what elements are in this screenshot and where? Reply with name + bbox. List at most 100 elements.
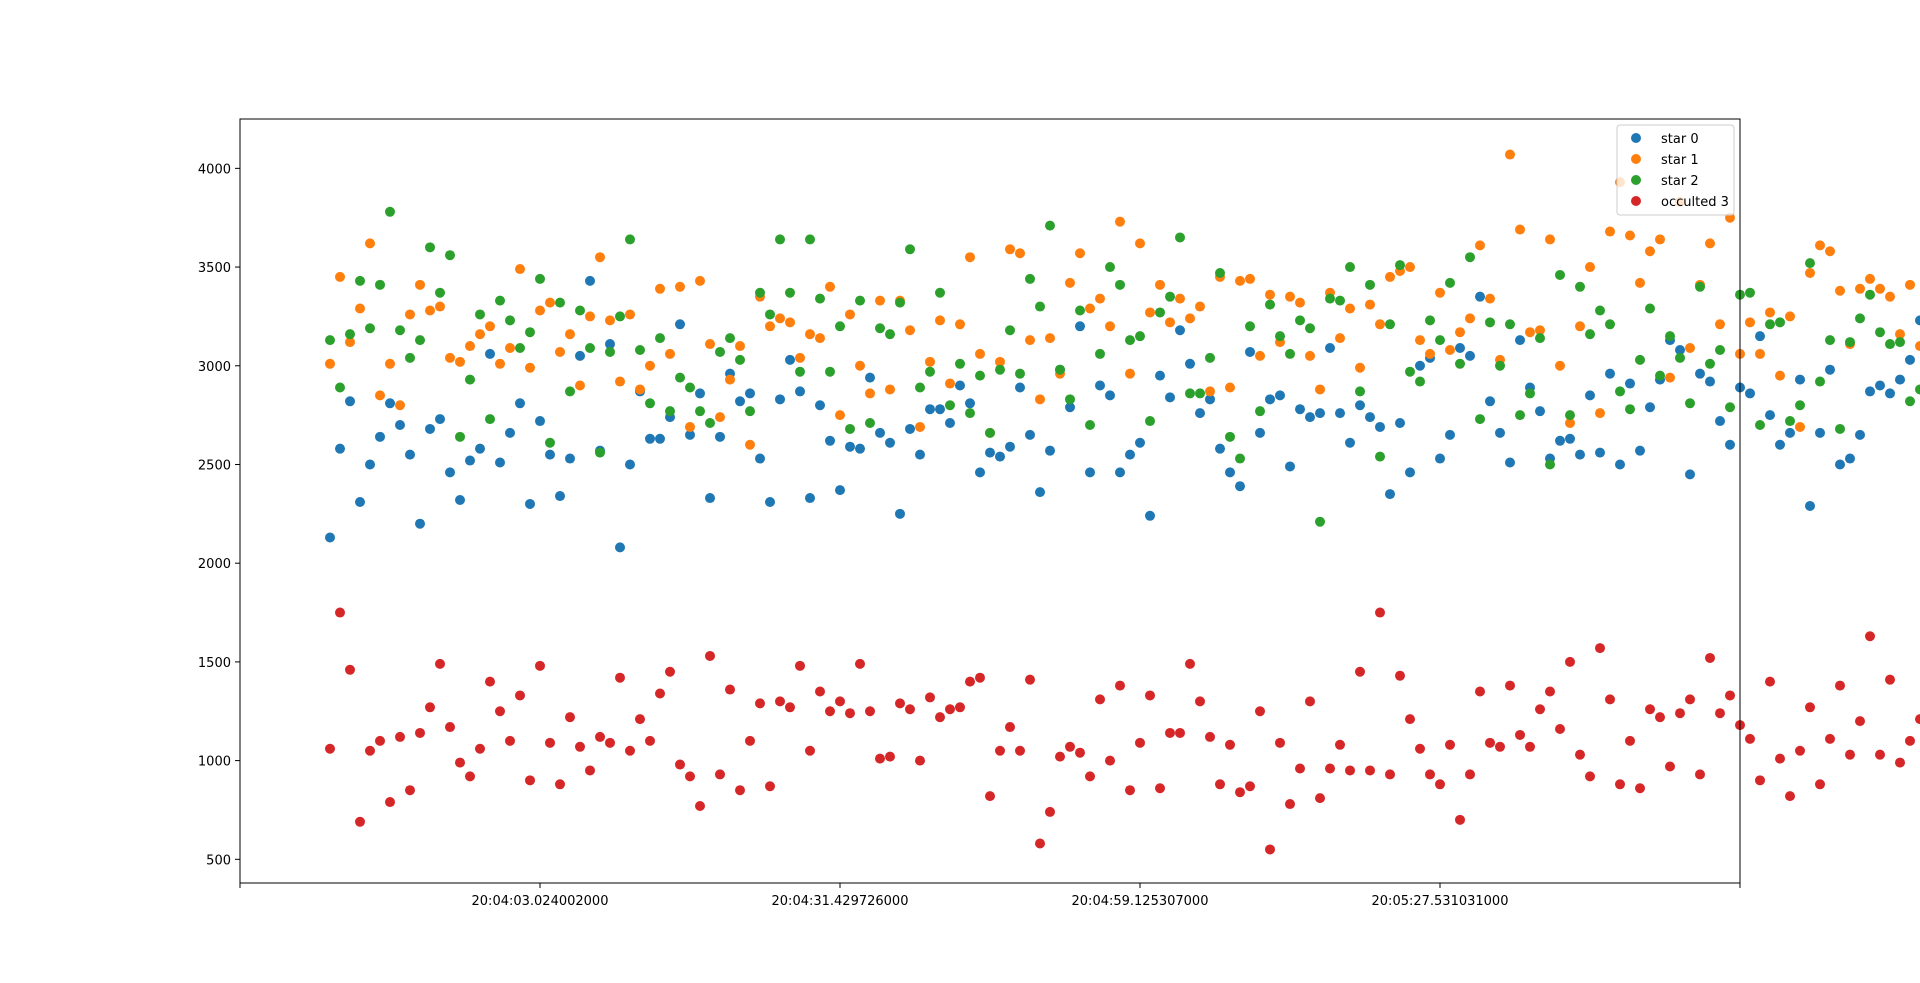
point-series-1-58 (905, 325, 915, 336)
point-series-0-52 (845, 441, 855, 452)
point-series-3-46 (785, 702, 795, 713)
point-series-2-65 (975, 370, 985, 381)
point-series-0-61 (935, 404, 945, 415)
point-series-3-97 (1295, 763, 1305, 774)
point-series-3-0 (325, 743, 335, 754)
point-series-3-157 (1895, 757, 1905, 768)
point-series-0-71 (1035, 487, 1045, 498)
point-series-0-53 (855, 443, 865, 454)
point-series-3-18 (505, 735, 515, 746)
point-series-1-102 (1345, 303, 1355, 314)
point-series-1-143 (1755, 348, 1765, 359)
point-series-2-146 (1785, 416, 1795, 427)
point-series-0-136 (1685, 469, 1695, 480)
point-series-1-50 (825, 281, 835, 292)
point-series-3-36 (685, 771, 695, 782)
point-series-1-25 (575, 380, 585, 391)
point-series-3-151 (1835, 680, 1845, 691)
point-series-1-40 (725, 374, 735, 385)
point-series-0-103 (1355, 400, 1365, 411)
point-series-3-58 (905, 704, 915, 715)
point-series-3-139 (1715, 708, 1725, 719)
point-series-0-30 (625, 459, 635, 470)
point-series-0-18 (505, 427, 515, 438)
point-series-1-8 (405, 309, 415, 320)
point-series-1-64 (965, 252, 975, 263)
point-series-2-48 (805, 234, 815, 245)
point-series-1-31 (635, 384, 645, 395)
point-series-0-63 (955, 380, 965, 391)
point-series-2-34 (665, 406, 675, 417)
point-series-2-94 (1265, 299, 1275, 310)
point-series-1-113 (1455, 327, 1465, 338)
point-series-1-71 (1035, 394, 1045, 405)
point-series-0-39 (715, 431, 725, 442)
point-series-1-85 (1175, 293, 1185, 304)
point-series-2-15 (475, 309, 485, 320)
point-series-0-25 (575, 350, 585, 361)
point-series-1-68 (1005, 244, 1015, 255)
point-series-0-140 (1725, 439, 1735, 450)
point-series-0-21 (535, 416, 545, 427)
point-series-2-33 (655, 333, 665, 344)
point-series-1-26 (585, 311, 595, 322)
point-series-1-55 (875, 295, 885, 306)
point-series-0-36 (685, 429, 695, 440)
point-series-1-16 (485, 321, 495, 332)
point-series-2-63 (955, 358, 965, 369)
point-series-3-108 (1405, 714, 1415, 725)
point-series-3-74 (1065, 741, 1075, 752)
point-series-2-32 (645, 398, 655, 409)
legend-label-3: occulted 3 (1661, 195, 1729, 210)
point-series-0-13 (455, 495, 465, 506)
point-series-2-138 (1705, 358, 1715, 369)
point-series-1-93 (1255, 350, 1265, 361)
point-series-3-3 (355, 816, 365, 827)
point-series-1-157 (1895, 329, 1905, 340)
point-series-0-123 (1555, 435, 1565, 446)
point-series-1-0 (325, 358, 335, 369)
point-series-1-17 (495, 358, 505, 369)
point-series-0-76 (1085, 467, 1095, 478)
point-series-3-112 (1445, 739, 1455, 750)
point-series-2-109 (1415, 376, 1425, 387)
point-series-2-31 (635, 344, 645, 355)
point-series-1-12 (445, 352, 455, 363)
point-series-1-79 (1115, 216, 1125, 227)
point-series-2-39 (715, 346, 725, 357)
point-series-3-26 (585, 765, 595, 776)
point-series-3-69 (1015, 745, 1025, 756)
point-series-3-6 (385, 797, 395, 808)
point-series-3-82 (1145, 690, 1155, 701)
point-series-3-95 (1275, 737, 1285, 748)
point-series-1-4 (365, 238, 375, 249)
point-series-3-121 (1535, 704, 1545, 715)
point-series-3-27 (595, 731, 605, 742)
point-series-1-146 (1785, 311, 1795, 322)
point-series-3-130 (1625, 735, 1635, 746)
point-series-3-152 (1845, 749, 1855, 760)
point-series-2-6 (385, 206, 395, 217)
point-series-2-11 (435, 287, 445, 298)
point-series-3-73 (1055, 751, 1065, 762)
point-series-3-50 (825, 706, 835, 717)
point-series-2-96 (1285, 348, 1295, 359)
point-series-0-92 (1245, 346, 1255, 357)
point-series-0-98 (1305, 412, 1315, 423)
point-series-2-73 (1055, 364, 1065, 375)
point-series-2-128 (1605, 319, 1615, 330)
point-series-0-59 (915, 449, 925, 460)
point-series-1-139 (1715, 319, 1725, 330)
point-series-2-131 (1635, 354, 1645, 365)
point-series-3-154 (1865, 631, 1875, 642)
point-series-0-125 (1575, 449, 1585, 460)
point-series-2-14 (465, 374, 475, 385)
point-series-0-135 (1675, 344, 1685, 355)
point-series-1-149 (1815, 240, 1825, 251)
point-series-1-148 (1805, 267, 1815, 278)
point-series-0-26 (585, 275, 595, 286)
point-series-0-97 (1295, 404, 1305, 415)
point-series-2-143 (1755, 419, 1765, 430)
point-series-0-17 (495, 457, 505, 468)
point-series-3-8 (405, 785, 415, 796)
